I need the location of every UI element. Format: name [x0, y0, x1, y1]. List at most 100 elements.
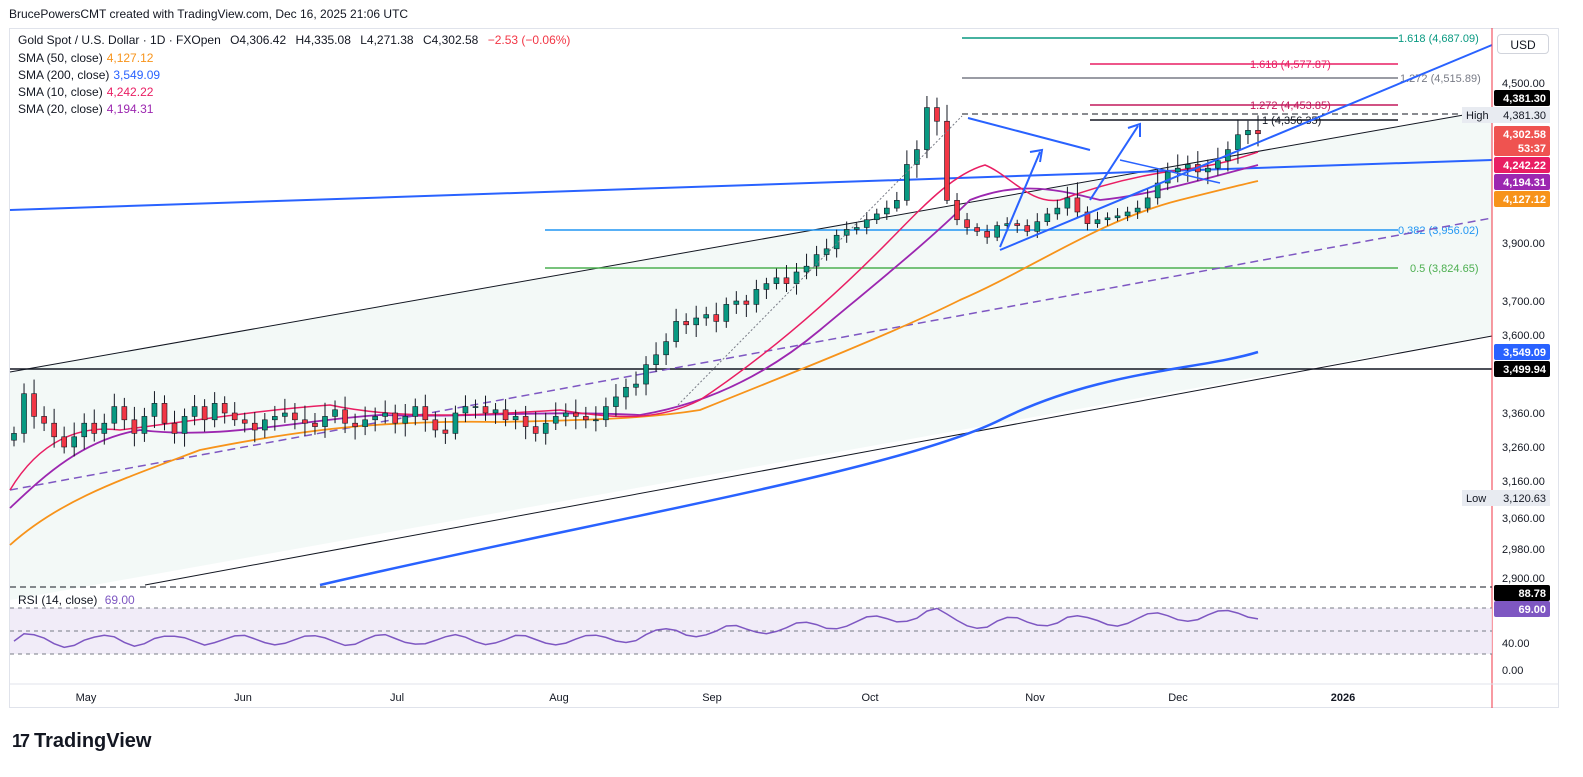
candle-body	[1144, 197, 1151, 209]
candle	[1014, 219, 1021, 233]
price-tick-label: 4,500.00	[1502, 78, 1545, 90]
sma-200-legend[interactable]: SMA (200, close) 3,549.09	[18, 68, 161, 82]
candle	[1144, 188, 1151, 213]
candle-body	[573, 412, 579, 417]
channel-fill	[10, 110, 1492, 600]
candle-body	[71, 436, 77, 448]
rsi-value: 69.00	[104, 593, 135, 607]
candle-body	[362, 419, 368, 427]
candle	[773, 268, 780, 290]
candle	[342, 396, 348, 434]
candle-body	[211, 403, 218, 421]
dashed-trendline	[9, 217, 1493, 491]
candle	[803, 253, 810, 280]
candle	[1074, 182, 1081, 218]
candle-body	[693, 317, 699, 326]
candle-body	[583, 416, 589, 421]
candle	[191, 394, 198, 426]
arrow-line-1	[999, 151, 1041, 248]
candle	[1084, 206, 1091, 231]
candle	[502, 399, 509, 427]
candle-body	[482, 406, 489, 414]
candle	[292, 403, 298, 430]
currency-button[interactable]: USD	[1497, 34, 1549, 54]
candle	[362, 406, 368, 436]
candle	[713, 302, 720, 333]
chart-frame	[9, 28, 1559, 708]
candle-body	[1094, 219, 1101, 224]
lower-channel-line	[144, 335, 1493, 586]
rsi-legend[interactable]: RSI (14, close) 69.00	[18, 593, 135, 607]
candle	[231, 402, 238, 426]
candle	[663, 333, 669, 366]
candle	[1255, 115, 1261, 147]
close-value: C4,302.58	[422, 33, 479, 47]
candle-body	[21, 393, 27, 434]
rsi-tag-label: 69.00	[1518, 604, 1546, 616]
candle-body	[944, 120, 950, 201]
sma-50-legend[interactable]: SMA (50, close) 4,127.12	[18, 51, 154, 65]
sma-10-legend[interactable]: SMA (10, close) 4,242.22	[18, 85, 154, 99]
candle-body	[914, 149, 920, 165]
rsi-tag-label: 88.78	[1518, 588, 1546, 600]
candle	[141, 407, 148, 442]
candle	[462, 395, 469, 423]
candle-body	[191, 406, 198, 417]
candle-body	[372, 416, 378, 421]
candle-body	[241, 419, 248, 424]
price-tag-label: 3,549.09	[1503, 347, 1546, 359]
candle	[723, 297, 730, 328]
candle	[282, 398, 288, 423]
price-tag-bg	[1494, 90, 1550, 106]
candle-body	[863, 219, 870, 228]
tradingview-logo[interactable]: 17 TradingView	[12, 730, 151, 753]
time-axis-label: Aug	[549, 692, 569, 704]
candle-body	[994, 225, 1000, 238]
candle	[573, 399, 579, 430]
candle-body	[1235, 134, 1241, 150]
price-tag-bg	[1494, 174, 1550, 190]
candle-body	[292, 412, 298, 421]
candle	[41, 406, 47, 432]
candle	[422, 394, 429, 432]
candle-body	[713, 314, 720, 322]
candle	[552, 402, 559, 430]
candle-body	[924, 107, 930, 150]
candle	[853, 222, 860, 235]
candle-body	[753, 289, 760, 305]
candle-body	[472, 406, 479, 408]
candle-body	[1134, 207, 1141, 213]
candle-body	[793, 271, 800, 284]
rsi-tag-bg	[1494, 601, 1550, 617]
candle	[914, 140, 920, 178]
candle	[352, 413, 358, 440]
candle	[562, 403, 569, 427]
candle-body	[392, 412, 399, 424]
candle-body	[1215, 160, 1221, 169]
candle-body	[1084, 211, 1091, 224]
candle-body	[843, 229, 850, 236]
candle	[472, 399, 479, 419]
time-axis-label: Sep	[702, 692, 722, 704]
candle	[492, 403, 499, 424]
candle	[21, 383, 27, 443]
candle-body	[131, 419, 138, 434]
candle-body	[502, 409, 509, 421]
rsi-tag-bg	[1494, 585, 1550, 601]
candle-body	[181, 416, 188, 434]
candle-body	[442, 429, 449, 434]
price-tick-label: 2,900.00	[1502, 573, 1545, 585]
high-marker-label: High	[1466, 110, 1489, 122]
price-tag-bg	[1494, 191, 1550, 207]
candle	[653, 342, 659, 372]
price-tag-label: 4,242.22	[1503, 160, 1546, 172]
price-tick-label: 3,060.00	[1502, 513, 1545, 525]
sma-20-line	[9, 164, 1259, 509]
candle	[432, 411, 439, 438]
candle	[1104, 212, 1111, 226]
sma-200-line	[319, 350, 1259, 587]
sma-20-legend[interactable]: SMA (20, close) 4,194.31	[18, 102, 154, 116]
rising-trendline	[999, 44, 1493, 251]
candle-body	[813, 254, 820, 267]
